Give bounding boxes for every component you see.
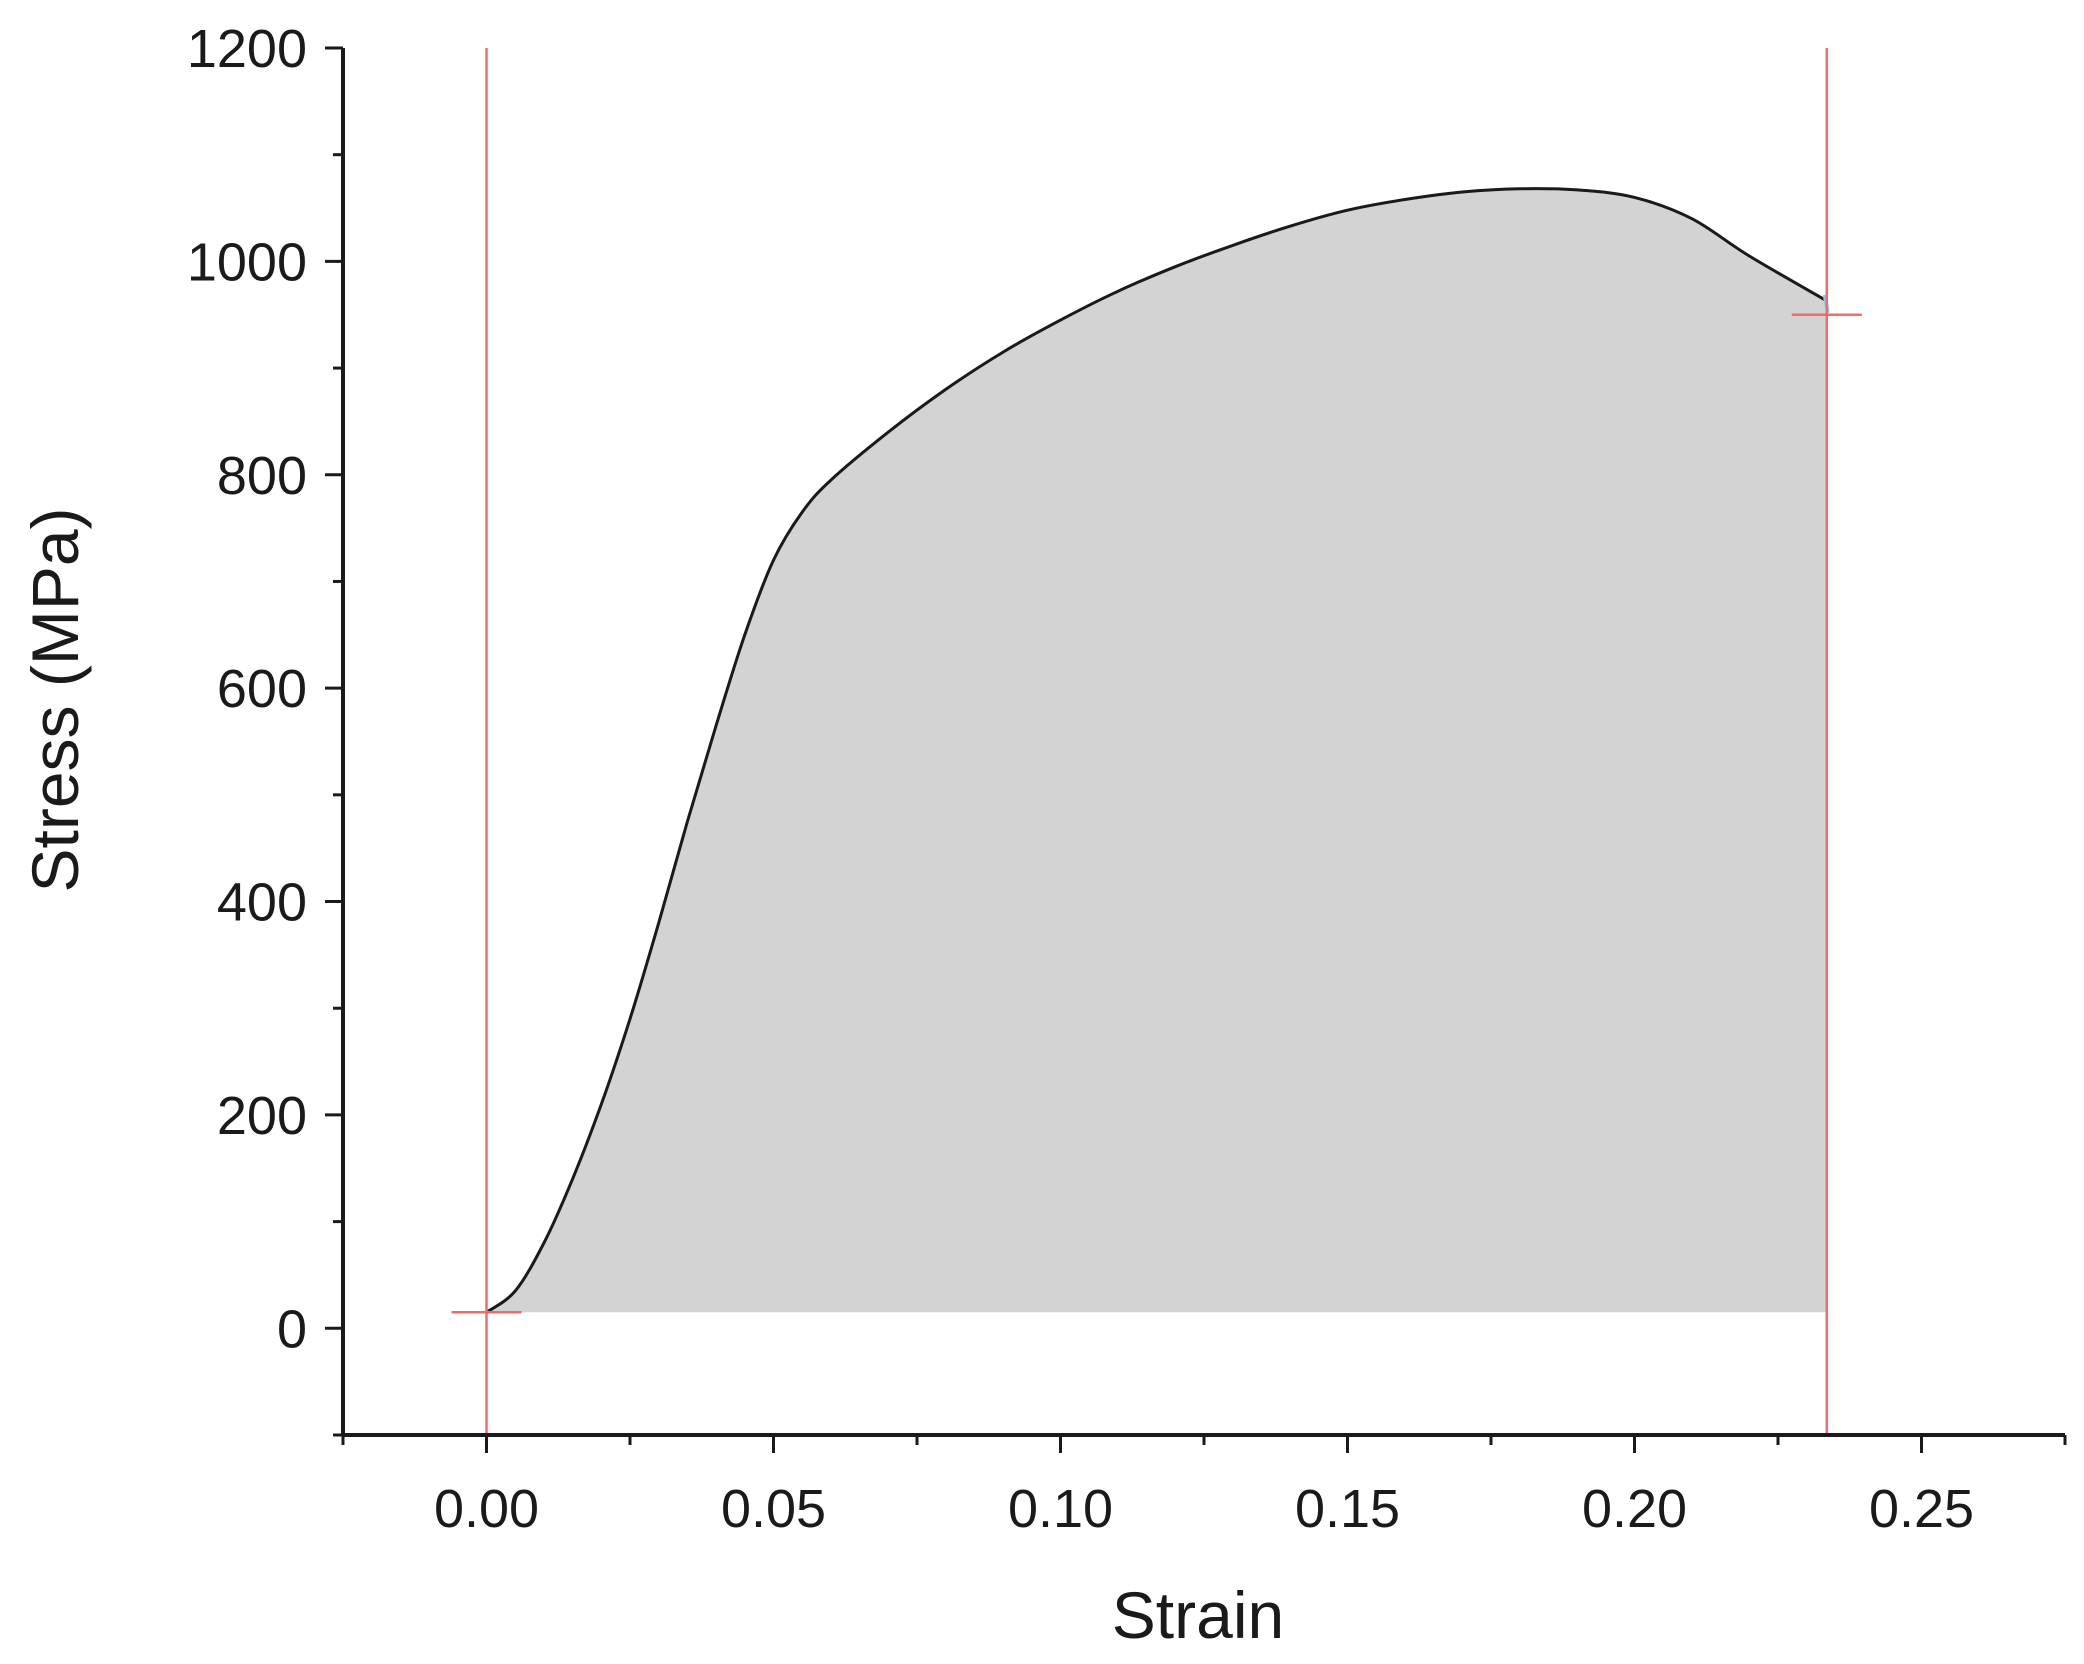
x-tick-label: 0.25	[1869, 1479, 1974, 1539]
shaded-area	[486, 188, 1827, 1313]
y-axis-title: Stress (MPa)	[18, 507, 92, 892]
marker-layer	[451, 48, 1862, 1435]
x-tick-label: 0.05	[721, 1479, 826, 1539]
x-tick-labels: 0.00 0.05 0.10 0.15 0.20 0.25	[434, 1479, 1974, 1539]
x-tick-label: 0.00	[434, 1479, 539, 1539]
y-tick-label: 800	[217, 446, 307, 506]
x-tick-label: 0.20	[1582, 1479, 1687, 1539]
y-tick-labels: 0 200 400 600 800 1000 1200	[187, 19, 307, 1359]
axes-layer	[325, 46, 2067, 1453]
y-tick-label: 600	[217, 659, 307, 719]
x-tick-label: 0.10	[1008, 1479, 1113, 1539]
stress-strain-curve	[485, 187, 1828, 1314]
y-tick-label: 200	[217, 1086, 307, 1146]
y-tick-label: 0	[277, 1299, 307, 1359]
x-axis-title: Strain	[1112, 1578, 1284, 1652]
y-tick-label: 400	[217, 873, 307, 933]
y-tick-label: 1000	[187, 232, 307, 292]
x-tick-label: 0.15	[1295, 1479, 1400, 1539]
shaded-area-layer	[486, 188, 1827, 1313]
y-tick-label: 1200	[187, 19, 307, 79]
